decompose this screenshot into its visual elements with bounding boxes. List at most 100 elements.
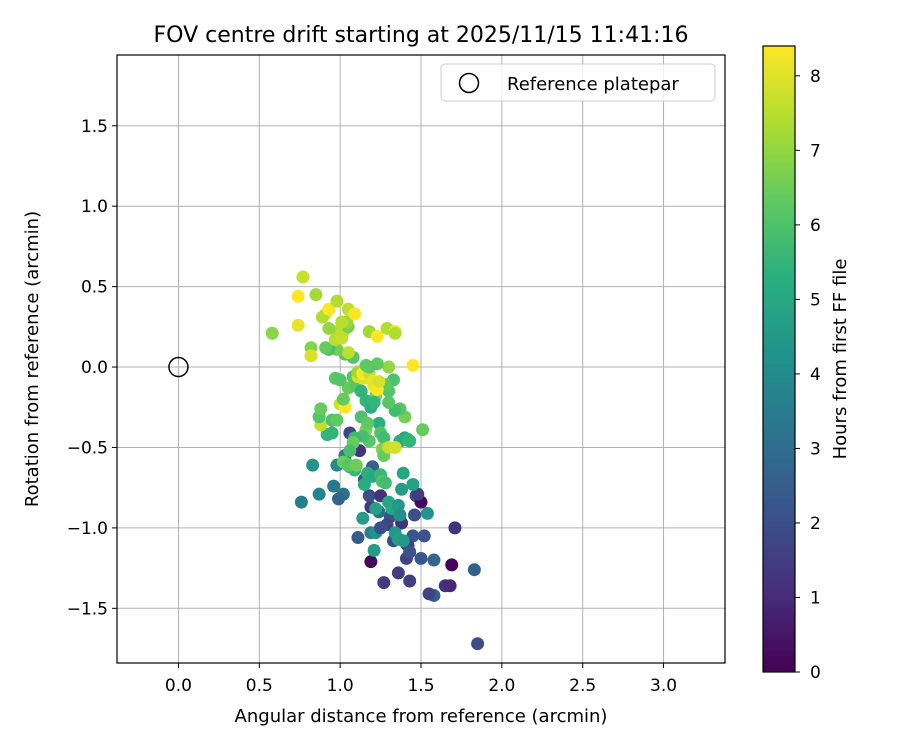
data-point	[372, 375, 386, 389]
data-point	[294, 495, 308, 509]
data-point	[396, 466, 410, 480]
x-axis-label: Angular distance from reference (arcmin)	[235, 706, 608, 727]
data-point	[445, 558, 459, 572]
data-point	[406, 358, 420, 372]
data-point	[312, 487, 326, 501]
data-point	[330, 413, 344, 427]
plot-frame	[116, 54, 726, 664]
data-point	[330, 294, 344, 308]
data-point	[369, 502, 383, 516]
y-tick-label: 1.0	[81, 197, 108, 217]
data-point	[325, 426, 339, 440]
data-point	[296, 270, 310, 284]
x-tick-label: 1.0	[327, 676, 354, 696]
data-point	[367, 543, 381, 557]
colorbar-tick-label: 5	[810, 290, 821, 310]
data-point	[309, 288, 323, 302]
data-point	[291, 289, 305, 303]
data-point	[336, 392, 350, 406]
data-point	[382, 360, 396, 374]
data-point	[448, 521, 462, 535]
data-point	[374, 521, 388, 535]
data-point	[467, 563, 481, 577]
data-point	[396, 534, 410, 548]
x-tick-label: 2.5	[569, 676, 596, 696]
data-point	[420, 506, 434, 520]
data-point	[391, 566, 405, 580]
y-tick-label: 0.5	[81, 278, 108, 298]
data-point	[341, 346, 355, 360]
colorbar-tick-label: 7	[810, 141, 821, 161]
y-tick-label: −1.0	[67, 519, 108, 539]
data-point	[327, 479, 341, 493]
colorbar-tick-label: 2	[810, 514, 821, 534]
chart-title: FOV centre drift starting at 2025/11/15 …	[154, 23, 689, 48]
data-point	[348, 307, 362, 321]
data-point	[349, 458, 363, 472]
data-point	[291, 318, 305, 332]
x-tick-label: 1.5	[407, 676, 434, 696]
data-point	[422, 587, 436, 601]
colorbar-tick-label: 3	[810, 439, 821, 459]
legend-box	[440, 63, 716, 102]
x-tick-label: 3.0	[650, 676, 677, 696]
data-point	[411, 487, 425, 501]
data-point	[359, 358, 373, 372]
data-point	[391, 498, 405, 512]
data-point	[319, 341, 333, 355]
legend-label-reference: Reference platepar	[507, 74, 679, 95]
colorbar-tick-label: 0	[810, 663, 821, 683]
data-point	[388, 326, 402, 340]
y-axis-label: Rotation from reference (arcmin)	[22, 211, 43, 507]
colorbar-ticks: 0 1 2 3 4 5 6 7 8	[795, 67, 821, 683]
data-point	[416, 423, 430, 437]
y-tick-label: −1.5	[67, 599, 108, 619]
data-point	[356, 511, 370, 525]
colorbar-tick-label: 6	[810, 216, 821, 236]
data-point	[304, 349, 318, 363]
x-tick-label: 2.0	[488, 676, 515, 696]
data-point	[362, 489, 376, 503]
data-point	[377, 431, 391, 445]
data-point	[354, 384, 368, 398]
data-point	[414, 551, 428, 565]
data-point	[378, 476, 392, 490]
data-point	[406, 477, 420, 491]
data-point	[370, 329, 384, 343]
reference-platepar-marker	[168, 356, 189, 378]
colorbar-label: Hours from first FF file	[830, 259, 851, 460]
data-point	[357, 477, 371, 491]
data-point	[382, 395, 396, 409]
x-axis-ticks: 0.0 0.5 1.0 1.5 2.0 2.5 3.0	[165, 663, 677, 696]
data-point	[265, 326, 279, 340]
legend: Reference platepar	[440, 63, 716, 102]
x-tick-label: 0.5	[246, 676, 273, 696]
data-point	[388, 440, 402, 454]
data-point	[427, 553, 441, 567]
data-point	[322, 321, 336, 335]
data-point	[314, 402, 328, 416]
colorbar-tick-label: 4	[810, 365, 821, 385]
data-point	[443, 579, 457, 593]
data-point	[322, 302, 336, 316]
y-tick-label: 0.0	[81, 358, 108, 378]
grid	[117, 55, 725, 663]
data-point	[408, 508, 422, 522]
data-point	[417, 529, 431, 543]
data-point	[401, 432, 415, 446]
data-point	[364, 555, 378, 569]
data-point	[377, 576, 391, 590]
data-point	[306, 458, 320, 472]
data-point	[395, 482, 409, 496]
data-point	[471, 637, 485, 651]
data-point	[372, 416, 386, 430]
data-point	[333, 373, 347, 387]
data-point	[393, 508, 407, 522]
y-tick-label: 1.5	[81, 117, 108, 137]
data-point	[343, 444, 357, 458]
data-point	[335, 315, 349, 329]
reference-marker	[168, 356, 189, 378]
colorbar-tick-label: 1	[810, 588, 821, 608]
y-tick-label: −0.5	[67, 438, 108, 458]
